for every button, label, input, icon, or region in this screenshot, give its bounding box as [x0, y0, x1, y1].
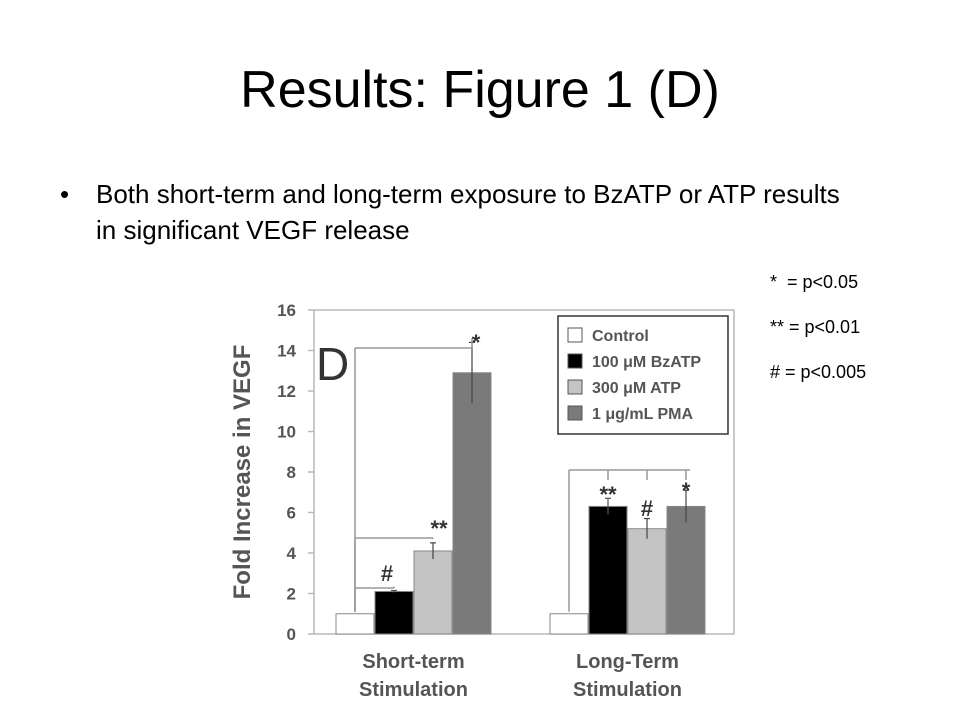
legend-label: 100 μM BzATP	[592, 354, 701, 371]
y-tick-label: 4	[287, 544, 297, 563]
significance-key-p005: * = p<0.05	[770, 272, 859, 292]
bar	[666, 505, 706, 635]
y-tick-label: 16	[277, 301, 296, 320]
category-label: Stimulation	[573, 679, 682, 701]
panel-letter: D	[316, 338, 349, 390]
significance-annotation: **	[430, 516, 448, 541]
legend-swatch	[567, 327, 583, 343]
legend-label: Control	[592, 328, 649, 345]
bullet-text: Both short-term and long-term exposure t…	[96, 179, 840, 245]
y-tick-label: 0	[287, 625, 296, 644]
significance-annotation: **	[599, 482, 617, 507]
y-tick-label: 12	[277, 382, 296, 401]
bullet-icon: •	[60, 179, 70, 209]
bar	[588, 505, 628, 635]
significance-annotation: #	[381, 561, 393, 586]
category-label: Long-Term	[576, 651, 679, 673]
bar	[627, 528, 667, 635]
y-tick-label: 8	[287, 463, 296, 482]
significance-key-p0005: # = p<0.005	[770, 362, 867, 382]
legend-swatch	[567, 405, 583, 421]
bar	[413, 550, 453, 635]
bar	[374, 590, 414, 635]
y-tick-label: 6	[287, 504, 296, 523]
bar	[335, 613, 375, 635]
category-label: Stimulation	[359, 679, 468, 701]
y-tick-label: 10	[277, 423, 296, 442]
significance-key: * = p<0.05 ** = p<0.01 # = p<0.005	[770, 270, 866, 405]
bullet-point: • Both short-term and long-term exposure…	[60, 176, 850, 248]
category-label: Short-term	[362, 651, 464, 673]
y-tick-label: 14	[277, 342, 296, 361]
y-tick-label: 2	[287, 585, 296, 604]
legend-label: 300 μM ATP	[592, 380, 681, 397]
legend-box	[557, 315, 729, 435]
significance-annotation: #	[641, 496, 653, 521]
significance-annotation: *	[682, 478, 691, 503]
vegf-bar-chart: Fold Increase in VEGF0246810121416D#****…	[229, 301, 735, 701]
slide-title: Results: Figure 1 (D)	[240, 61, 720, 119]
bar	[549, 613, 589, 635]
significance-key-p001: ** = p<0.01	[770, 317, 861, 337]
legend-swatch	[567, 353, 583, 369]
legend-swatch	[567, 379, 583, 395]
y-axis-title: Fold Increase in VEGF	[229, 345, 256, 600]
legend-label: 1 μg/mL PMA	[592, 406, 694, 423]
bar	[452, 372, 492, 635]
significance-annotation: *	[472, 330, 481, 355]
